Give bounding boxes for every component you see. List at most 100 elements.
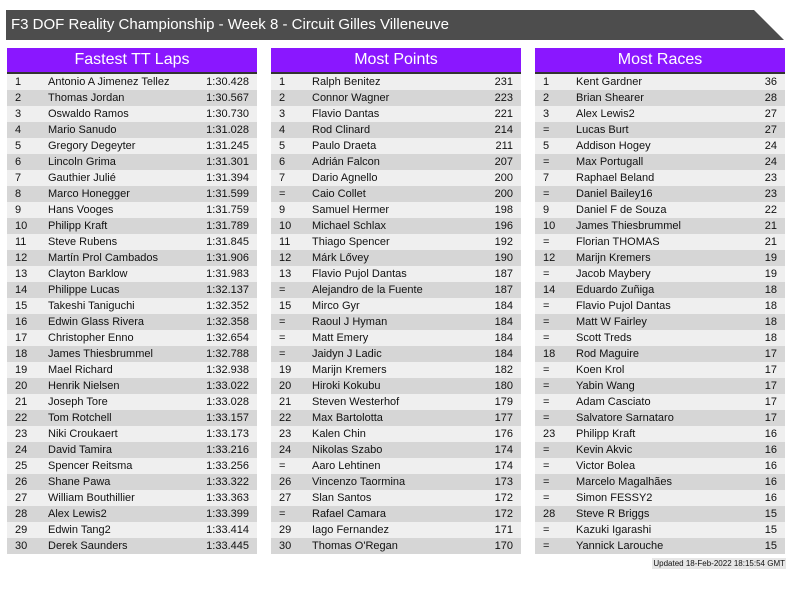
rank-cell: 10: [279, 220, 292, 232]
table-row: 1 Antonio A Jimenez Tellez 1:30.428: [7, 74, 257, 90]
name-cell: Hiroki Kokubu: [312, 380, 381, 392]
value-cell: 211: [495, 140, 513, 152]
value-cell: 22: [764, 204, 777, 216]
table-row: 23 Niki Croukaert 1:33.173: [7, 426, 257, 442]
value-cell: 179: [494, 396, 513, 408]
value-cell: 17: [764, 396, 777, 408]
value-cell: 1:32.788: [206, 348, 249, 360]
table-row: 5 Gregory Degeyter 1:31.245: [7, 138, 257, 154]
rank-cell: 18: [543, 348, 556, 360]
table-row: 18 Rod Maguire 17: [535, 346, 785, 362]
rank-cell: 20: [15, 380, 28, 392]
rank-cell: =: [543, 380, 550, 392]
table-row: 7 Dario Agnello 200: [271, 170, 521, 186]
name-cell: Flavio Pujol Dantas: [576, 300, 671, 312]
table-row: = Raoul J Hyman 184: [271, 314, 521, 330]
rank-cell: 22: [15, 412, 28, 424]
rank-cell: 28: [15, 508, 28, 520]
rank-cell: 6: [15, 156, 22, 168]
value-cell: 24: [764, 140, 777, 152]
name-cell: Daniel F de Souza: [576, 204, 667, 216]
value-cell: 23: [764, 188, 777, 200]
name-cell: Edwin Glass Rivera: [48, 316, 144, 328]
rank-cell: =: [543, 460, 550, 472]
value-cell: 1:33.216: [206, 444, 249, 456]
value-cell: 198: [494, 204, 513, 216]
rank-cell: 4: [15, 124, 22, 136]
table-row: 12 Martín Prol Cambados 1:31.906: [7, 250, 257, 266]
name-cell: Brian Shearer: [576, 92, 644, 104]
value-cell: 200: [494, 188, 513, 200]
panel-fastest-tt-laps: Fastest TT Laps 1 Antonio A Jimenez Telle…: [7, 48, 257, 554]
table-row: 2 Brian Shearer 28: [535, 90, 785, 106]
table-row: 14 Philippe Lucas 1:32.137: [7, 282, 257, 298]
rank-cell: 2: [279, 92, 286, 104]
table-row: = Flavio Pujol Dantas 18: [535, 298, 785, 314]
value-cell: 190: [494, 252, 513, 264]
value-cell: 1:31.845: [206, 236, 249, 248]
rank-cell: 26: [279, 476, 292, 488]
rank-cell: 1: [279, 76, 286, 88]
rank-cell: =: [543, 300, 550, 312]
page-title: F3 DOF Reality Championship - Week 8 - C…: [6, 10, 784, 40]
rank-cell: 27: [15, 492, 28, 504]
name-cell: Lucas Burt: [576, 124, 629, 136]
value-cell: 207: [494, 156, 513, 168]
name-cell: Rod Maguire: [576, 348, 639, 360]
table-row: = Florian THOMAS 21: [535, 234, 785, 250]
value-cell: 1:33.414: [206, 524, 249, 536]
panel-heading: Fastest TT Laps: [7, 48, 257, 74]
value-cell: 184: [494, 332, 513, 344]
table-row: 13 Flavio Pujol Dantas 187: [271, 266, 521, 282]
name-cell: Marcelo Magalhães: [576, 476, 672, 488]
value-cell: 180: [494, 380, 513, 392]
table-row: 27 William Bouthillier 1:33.363: [7, 490, 257, 506]
name-cell: Alex Lewis2: [576, 108, 635, 120]
value-cell: 18: [764, 300, 777, 312]
name-cell: Florian THOMAS: [576, 236, 660, 248]
table-row: = Kazuki Igarashi 15: [535, 522, 785, 538]
name-cell: Lincoln Grima: [48, 156, 116, 168]
name-cell: Yabin Wang: [576, 380, 635, 392]
value-cell: 36: [764, 76, 777, 88]
table-row: 11 Steve Rubens 1:31.845: [7, 234, 257, 250]
rank-cell: =: [279, 348, 286, 360]
value-cell: 1:31.394: [206, 172, 249, 184]
value-cell: 196: [494, 220, 513, 232]
table-row: = Matt Emery 184: [271, 330, 521, 346]
rank-cell: 12: [543, 252, 556, 264]
table-row: 9 Daniel F de Souza 22: [535, 202, 785, 218]
value-cell: 1:33.157: [206, 412, 249, 424]
rank-cell: =: [543, 524, 550, 536]
rank-cell: 14: [543, 284, 556, 296]
value-cell: 19: [764, 268, 777, 280]
table-row: 28 Alex Lewis2 1:33.399: [7, 506, 257, 522]
rank-cell: 10: [543, 220, 556, 232]
name-cell: Matt Emery: [312, 332, 369, 344]
name-cell: Paulo Draeta: [312, 140, 377, 152]
rank-cell: =: [543, 316, 550, 328]
name-cell: Thiago Spencer: [312, 236, 390, 248]
rank-cell: =: [543, 236, 550, 248]
value-cell: 1:30.428: [206, 76, 249, 88]
table-row: = Yabin Wang 17: [535, 378, 785, 394]
table-row: 12 Marijn Kremers 19: [535, 250, 785, 266]
name-cell: Spencer Reitsma: [48, 460, 133, 472]
rank-cell: 28: [543, 508, 556, 520]
table-row: 4 Rod Clinard 214: [271, 122, 521, 138]
table-row: 13 Clayton Barklow 1:31.983: [7, 266, 257, 282]
rank-cell: =: [279, 460, 286, 472]
rank-cell: 1: [15, 76, 22, 88]
value-cell: 174: [494, 444, 513, 456]
table-row: = Jaidyn J Ladic 184: [271, 346, 521, 362]
value-cell: 1:33.445: [206, 540, 249, 552]
table-row: 26 Shane Pawa 1:33.322: [7, 474, 257, 490]
value-cell: 1:31.983: [206, 268, 249, 280]
value-cell: 16: [764, 428, 777, 440]
table-row: = Kevin Akvic 16: [535, 442, 785, 458]
name-cell: Thomas Jordan: [48, 92, 125, 104]
value-cell: 1:33.256: [206, 460, 249, 472]
table-row: 5 Addison Hogey 24: [535, 138, 785, 154]
rank-cell: 7: [279, 172, 286, 184]
name-cell: Jacob Maybery: [576, 268, 651, 280]
